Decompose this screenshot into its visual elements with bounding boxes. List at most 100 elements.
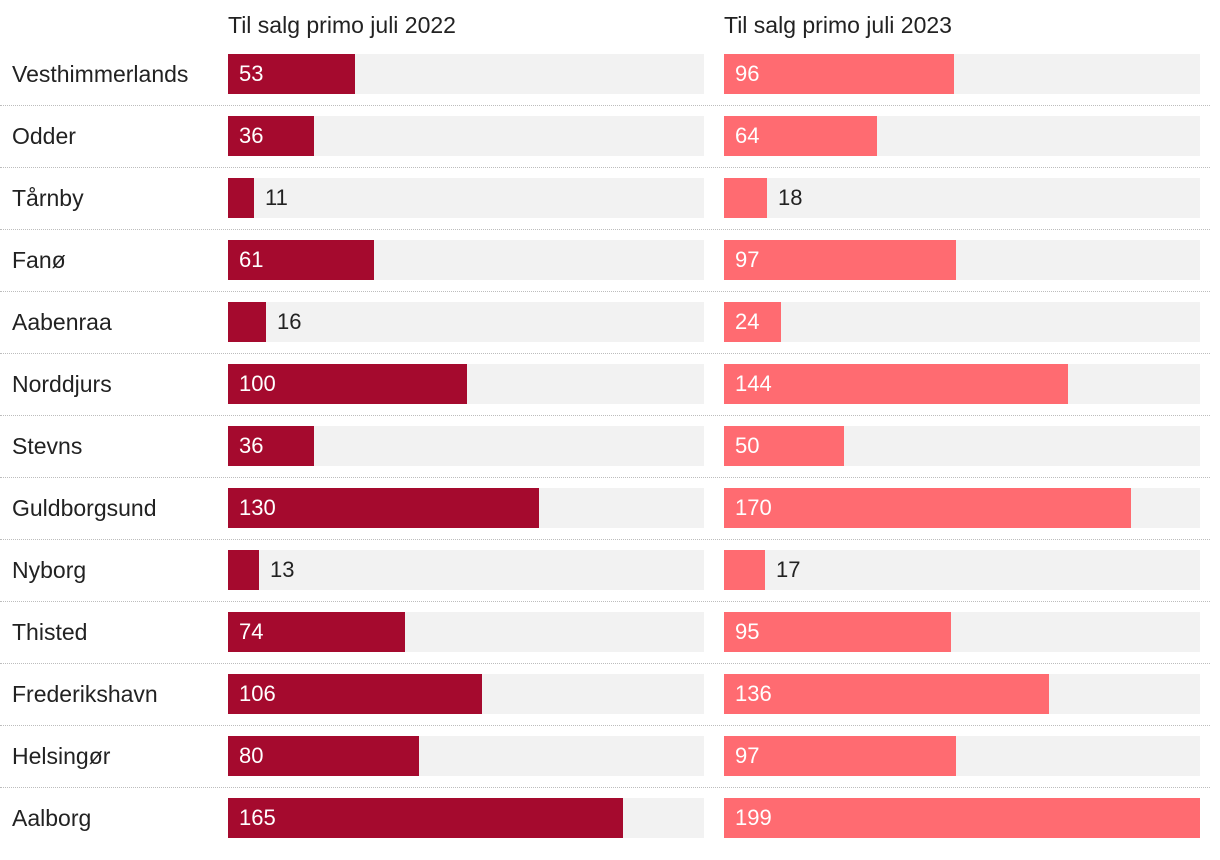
category-label: Thisted xyxy=(12,619,88,645)
bar-track: 36 xyxy=(228,116,704,156)
bar-track: 18 xyxy=(724,178,1200,218)
data-label: 50 xyxy=(735,433,760,458)
bar-track: 36 xyxy=(228,426,704,466)
chart-row: Aalborg 165 199 xyxy=(0,798,1220,860)
bar xyxy=(228,674,482,714)
category-label: Guldborgsund xyxy=(12,495,157,521)
bar-track: 144 xyxy=(724,364,1200,404)
bar xyxy=(724,798,1200,838)
data-label: 13 xyxy=(270,557,295,582)
bar xyxy=(724,612,951,652)
data-label: 144 xyxy=(735,371,772,396)
data-label: 18 xyxy=(778,185,803,210)
data-label: 24 xyxy=(735,309,760,334)
bar xyxy=(228,798,623,838)
bar xyxy=(228,364,467,404)
data-label: 97 xyxy=(735,743,760,768)
data-label: 16 xyxy=(277,309,302,334)
data-label: 64 xyxy=(735,123,760,148)
row-divider xyxy=(0,725,1210,726)
chart-row: Fanø 61 97 xyxy=(0,240,1220,302)
column-title-2023: Til salg primo juli 2023 xyxy=(724,12,952,38)
data-label: 165 xyxy=(239,805,276,830)
chart-row: Thisted 74 95 xyxy=(0,612,1220,674)
chart-row: Frederikshavn 106 136 xyxy=(0,674,1220,736)
row-divider xyxy=(0,663,1210,664)
category-label: Tårnby xyxy=(12,185,84,211)
bar xyxy=(228,240,374,280)
data-label: 74 xyxy=(239,619,264,644)
bar-track: 16 xyxy=(228,302,704,342)
bar xyxy=(228,736,419,776)
bar xyxy=(228,116,314,156)
bar xyxy=(724,116,877,156)
bar-track: 199 xyxy=(724,798,1200,838)
bar xyxy=(724,178,767,218)
column-title-2022: Til salg primo juli 2022 xyxy=(228,12,456,38)
chart-row: Stevns 36 50 xyxy=(0,426,1220,488)
category-label: Vesthimmerlands xyxy=(12,61,189,87)
bar xyxy=(228,54,355,94)
bar-track: 97 xyxy=(724,736,1200,776)
bar xyxy=(228,550,259,590)
bar xyxy=(724,426,844,466)
bar-track: 53 xyxy=(228,54,704,94)
data-label: 80 xyxy=(239,743,264,768)
bar xyxy=(228,426,314,466)
bar xyxy=(724,674,1049,714)
bar-track: 11 xyxy=(228,178,704,218)
category-label: Helsingør xyxy=(12,743,111,769)
data-label: 36 xyxy=(239,123,264,148)
data-label: 61 xyxy=(239,247,264,272)
data-label: 170 xyxy=(735,495,772,520)
bar xyxy=(724,240,956,280)
data-label: 11 xyxy=(265,185,288,210)
category-label: Norddjurs xyxy=(12,371,112,397)
data-label: 199 xyxy=(735,805,772,830)
bar xyxy=(724,302,781,342)
bar-track: 136 xyxy=(724,674,1200,714)
bar-track: 97 xyxy=(724,240,1200,280)
bar-track: 64 xyxy=(724,116,1200,156)
data-label: 100 xyxy=(239,371,276,396)
bar xyxy=(228,178,254,218)
bar xyxy=(724,54,954,94)
category-label: Stevns xyxy=(12,433,83,459)
row-divider xyxy=(0,787,1210,788)
bar-track: 50 xyxy=(724,426,1200,466)
category-label: Aabenraa xyxy=(12,309,112,335)
category-label: Nyborg xyxy=(12,557,87,583)
data-label: 17 xyxy=(776,557,801,582)
bar xyxy=(724,364,1068,404)
bar-track: 130 xyxy=(228,488,704,528)
chart-row: Aabenraa 16 24 xyxy=(0,302,1220,364)
category-label: Odder xyxy=(12,123,76,149)
data-label: 136 xyxy=(735,681,772,706)
bar-track: 165 xyxy=(228,798,704,838)
data-label: 130 xyxy=(239,495,276,520)
row-divider xyxy=(0,105,1210,106)
chart-row: Tårnby 11 18 xyxy=(0,178,1220,240)
bar-track: 80 xyxy=(228,736,704,776)
row-divider xyxy=(0,167,1210,168)
bar-track: 13 xyxy=(228,550,704,590)
bar-track: 17 xyxy=(724,550,1200,590)
bar xyxy=(228,612,405,652)
chart-row: Guldborgsund 130 170 xyxy=(0,488,1220,550)
data-label: 36 xyxy=(239,433,264,458)
category-label: Aalborg xyxy=(12,805,92,831)
row-divider xyxy=(0,415,1210,416)
row-divider xyxy=(0,539,1210,540)
bar xyxy=(228,302,266,342)
chart-row: Norddjurs 100 144 xyxy=(0,364,1220,426)
bar-track: 96 xyxy=(724,54,1200,94)
bar-track: 95 xyxy=(724,612,1200,652)
chart-row: Nyborg 13 17 xyxy=(0,550,1220,612)
chart-row: Helsingør 80 97 xyxy=(0,736,1220,798)
category-label: Fanø xyxy=(12,247,66,273)
bar-track: 106 xyxy=(228,674,704,714)
row-divider xyxy=(0,601,1210,602)
category-label: Frederikshavn xyxy=(12,681,158,707)
bar xyxy=(724,550,765,590)
